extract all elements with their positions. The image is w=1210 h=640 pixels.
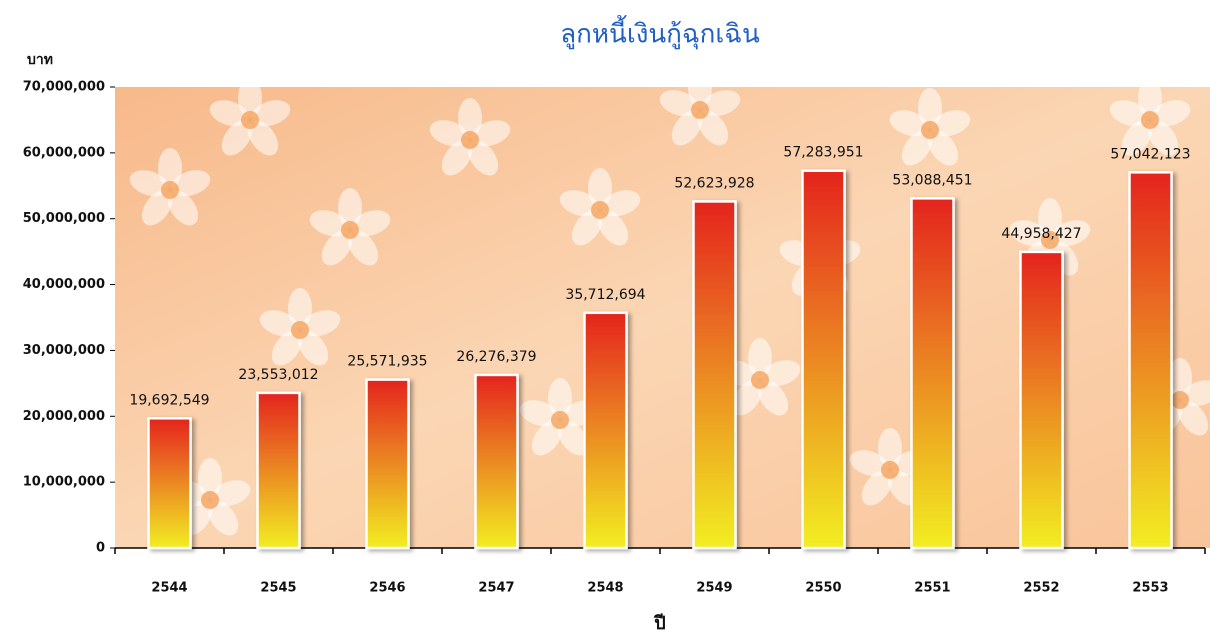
bar: [474, 373, 519, 550]
value-label: 35,712,694: [565, 287, 645, 303]
x-tick-label: 2549: [696, 581, 732, 596]
chart-title: ลูกหนี้เงินกู้ฉุกเฉิน: [560, 15, 760, 50]
x-tick-label: 2552: [1023, 581, 1059, 596]
y-tick-label: 40,000,000: [23, 277, 105, 292]
bar: [1019, 250, 1064, 550]
value-label: 57,283,951: [783, 145, 863, 161]
y-tick-label: 70,000,000: [23, 80, 105, 95]
y-tick-label: 30,000,000: [23, 343, 105, 358]
value-label: 19,692,549: [129, 392, 209, 408]
value-label: 53,088,451: [892, 172, 972, 188]
y-axis-label: บาท: [27, 52, 53, 68]
value-label: 44,958,427: [1001, 226, 1081, 242]
x-tick-label: 2547: [478, 581, 514, 596]
bar: [1128, 171, 1173, 550]
x-tick-label: 2551: [914, 581, 950, 596]
value-label: 25,571,935: [347, 354, 427, 370]
bar: [256, 391, 301, 550]
bar: [365, 378, 410, 550]
y-tick-label: 10,000,000: [23, 475, 105, 490]
y-tick-label: 20,000,000: [23, 409, 105, 424]
value-label: 52,623,928: [674, 175, 754, 191]
y-tick-label: 60,000,000: [23, 145, 105, 160]
x-tick-label: 2553: [1132, 581, 1168, 596]
bar: [692, 200, 737, 550]
value-label: 23,553,012: [238, 367, 318, 383]
y-tick-label: 0: [96, 541, 105, 556]
bar: [910, 197, 955, 550]
value-label: 26,276,379: [456, 349, 536, 365]
y-tick-label: 50,000,000: [23, 211, 105, 226]
bar: [801, 169, 846, 550]
value-label: 57,042,123: [1110, 146, 1190, 162]
bar: [583, 311, 628, 550]
x-tick-label: 2545: [260, 581, 296, 596]
x-tick-label: 2544: [151, 581, 187, 596]
x-tick-label: 2550: [805, 581, 841, 596]
x-tick-label: 2546: [369, 581, 405, 596]
bar: [147, 417, 192, 550]
x-axis-label: ปี: [653, 613, 666, 634]
x-tick-label: 2548: [587, 581, 623, 596]
